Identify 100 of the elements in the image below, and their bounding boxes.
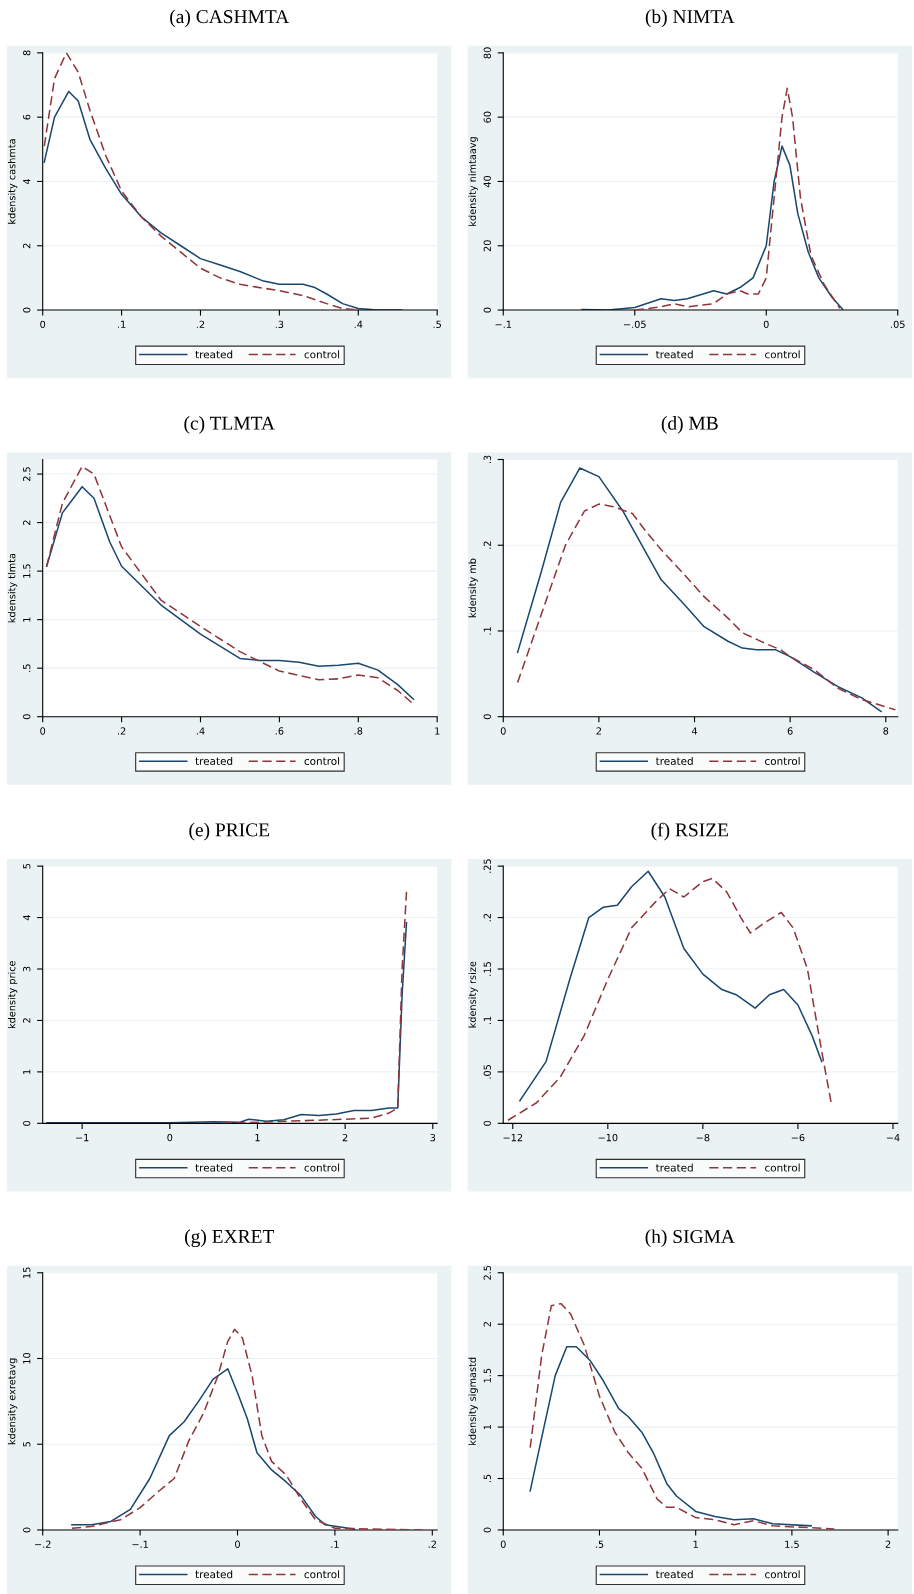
- y-tick-label: 1: [23, 1069, 31, 1074]
- y-tick-label: 5: [23, 863, 31, 869]
- x-tick-label: 2: [596, 727, 602, 735]
- y-tick-label: .2: [483, 541, 491, 549]
- x-tick-label: 4: [691, 727, 698, 735]
- line-series: [529, 1346, 812, 1527]
- y-tick-label: .5: [23, 664, 31, 672]
- y-tick-label: 0: [483, 1527, 491, 1533]
- y-tick-label: 3: [23, 966, 31, 972]
- legend-label: control: [304, 756, 340, 765]
- y-tick-label: 2.5: [483, 1265, 491, 1280]
- x-tick-label: 1: [255, 1134, 260, 1142]
- y-axis-title: kdensity exretavg: [7, 1358, 18, 1445]
- y-tick-label: 4: [23, 178, 31, 185]
- y-axis-title: kdensity sigmastd: [468, 1357, 478, 1445]
- y-axis-title: kdensity cashmta: [7, 139, 18, 224]
- x-tick-label: 0: [40, 320, 46, 328]
- x-tick-label: 0: [763, 320, 769, 328]
- y-tick-label: 2: [23, 520, 31, 525]
- legend-label: treated: [655, 756, 693, 765]
- x-tick-label: .1: [118, 320, 126, 328]
- y-tick-label: 5: [23, 1441, 31, 1447]
- x-tick-label: −.2: [35, 1540, 51, 1548]
- legend-label: control: [304, 350, 340, 359]
- x-tick-label: −.05: [623, 320, 646, 328]
- y-tick-label: 0: [23, 1120, 31, 1126]
- x-tick-label: 8: [883, 727, 889, 735]
- y-tick-label: .1: [483, 627, 491, 635]
- line-series: [221, 891, 408, 1124]
- legend-label: control: [765, 756, 800, 765]
- legend-label: treated: [195, 1570, 233, 1579]
- chart-title: (g) EXRET: [185, 1229, 275, 1248]
- y-tick-label: 8: [23, 50, 31, 56]
- x-tick-label: .5: [433, 320, 441, 328]
- legend-label: control: [304, 1163, 340, 1172]
- y-axis-title: kdensity price: [7, 960, 18, 1029]
- y-tick-label: 6: [23, 114, 31, 120]
- y-tick-label: 0: [483, 714, 491, 720]
- x-tick-label: 0: [500, 1540, 506, 1548]
- x-tick-label: −8: [696, 1133, 710, 1142]
- line-series: [71, 1368, 356, 1530]
- y-tick-label: 1.5: [23, 564, 31, 578]
- x-tick-label: .6: [275, 727, 284, 735]
- x-tick-label: −12: [503, 1133, 523, 1142]
- x-tick-label: .8: [354, 727, 363, 735]
- x-tick-label: −.1: [495, 320, 512, 328]
- chart-title: (e) PRICE: [189, 822, 270, 841]
- line-series: [46, 921, 408, 1124]
- y-tick-label: 40: [483, 175, 491, 188]
- y-tick-label: .3: [483, 455, 491, 464]
- y-tick-label: 10: [23, 1352, 31, 1364]
- chart-title: (b) NIMTA: [645, 9, 735, 28]
- line-series: [516, 467, 882, 713]
- legend-label: treated: [195, 756, 233, 765]
- y-tick-label: 0: [23, 1527, 31, 1533]
- chart-title: (f) RSIZE: [651, 822, 729, 841]
- x-tick-label: −.1: [132, 1540, 148, 1548]
- line-series: [519, 870, 823, 1102]
- y-axis-title: kdensity nimtaavg: [468, 137, 478, 226]
- y-tick-label: 0: [483, 307, 491, 313]
- x-tick-label: 3: [430, 1133, 436, 1142]
- x-tick-label: 0: [167, 1133, 173, 1142]
- y-tick-label: 0: [483, 1120, 491, 1126]
- chart-title: (d) MB: [661, 416, 718, 434]
- legend-label: control: [765, 350, 800, 359]
- y-tick-label: .1: [483, 1016, 491, 1025]
- y-tick-label: 2: [23, 1018, 31, 1023]
- y-tick-label: 1.5: [483, 1368, 491, 1383]
- chart-title: (a) CASHMTA: [170, 9, 290, 28]
- y-tick-label: .5: [483, 1474, 491, 1483]
- y-tick-label: 1: [483, 1424, 491, 1430]
- x-tick-label: −6: [791, 1133, 805, 1142]
- x-tick-label: 1: [435, 727, 440, 735]
- x-tick-label: 0: [40, 727, 46, 735]
- legend-label: treated: [655, 350, 693, 359]
- y-tick-label: .15: [483, 962, 491, 976]
- y-tick-label: 2.5: [23, 467, 31, 482]
- line-series: [507, 877, 832, 1122]
- x-tick-label: 0: [235, 1540, 240, 1548]
- x-tick-label: 1.5: [785, 1540, 799, 1548]
- x-tick-label: 2: [342, 1133, 348, 1142]
- x-tick-label: .2: [428, 1540, 436, 1548]
- y-tick-label: 15: [23, 1267, 31, 1278]
- y-tick-label: 20: [483, 240, 491, 252]
- y-tick-label: 2: [483, 1322, 491, 1327]
- legend-label: control: [765, 1570, 800, 1579]
- chart-title: (c) TLMTA: [184, 416, 275, 434]
- y-tick-label: 60: [483, 111, 491, 123]
- x-tick-label: .2: [196, 320, 205, 328]
- line-series: [71, 1328, 424, 1530]
- x-tick-label: .1: [331, 1540, 339, 1548]
- chart-title: (h) SIGMA: [645, 1229, 735, 1248]
- y-tick-label: 4: [23, 915, 31, 921]
- x-tick-label: .4: [196, 727, 205, 735]
- legend-label: treated: [195, 1163, 233, 1172]
- y-tick-label: 80: [483, 47, 491, 59]
- legend-label: control: [304, 1570, 340, 1579]
- x-tick-label: .4: [354, 320, 363, 328]
- y-tick-label: 2: [23, 243, 31, 249]
- x-tick-label: −4: [886, 1134, 900, 1142]
